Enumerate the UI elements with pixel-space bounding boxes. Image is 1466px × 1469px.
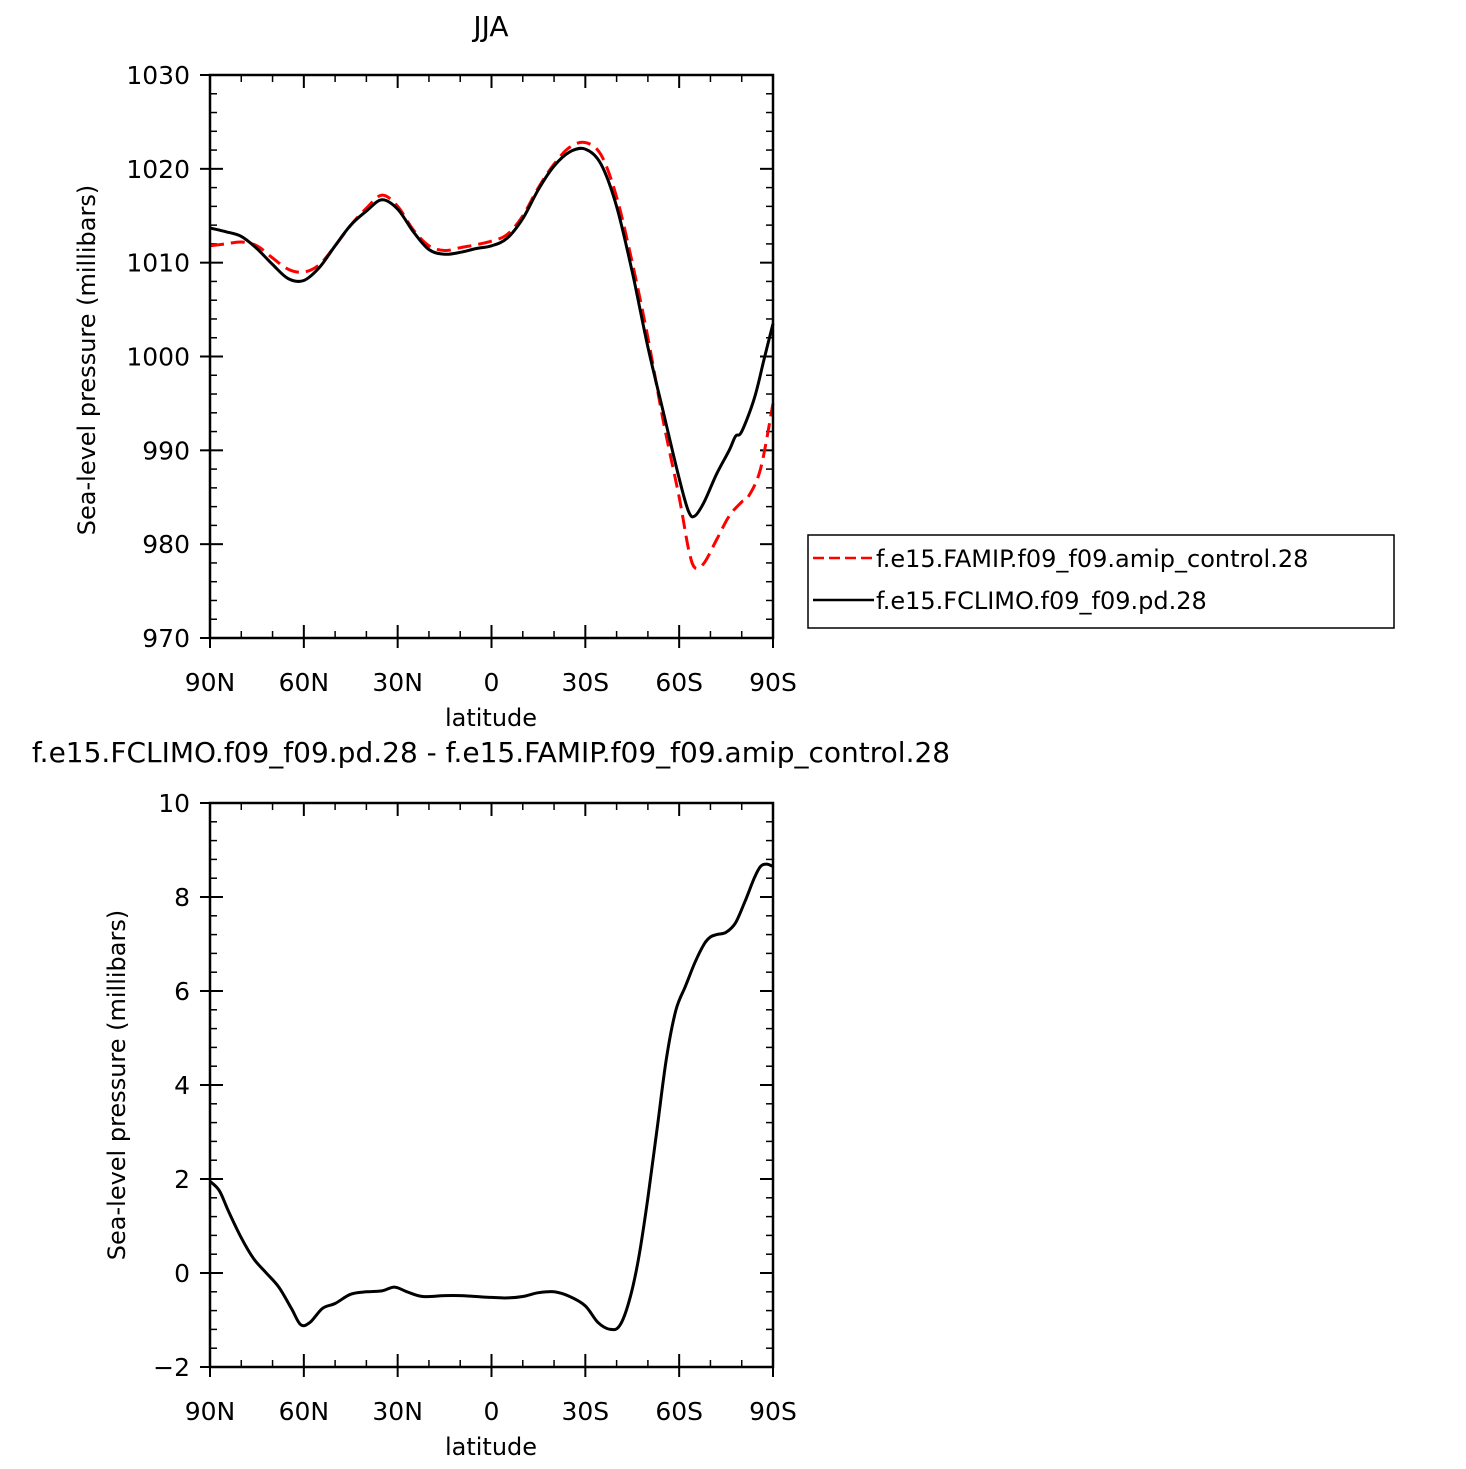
x-tick-label: 60S	[655, 668, 703, 697]
x-tick-label: 0	[484, 1397, 500, 1426]
series-line-e15	[209, 140, 775, 571]
y-tick-label: 990	[142, 436, 190, 465]
y-tick-label: 10	[158, 789, 190, 818]
y-tick-label: 970	[142, 624, 190, 653]
top-chart-title: JJA	[471, 10, 508, 43]
legend-label-famip: f.e15.FAMIP.f09_f09.amip_control.28	[876, 545, 1308, 573]
x-tick-label: 90N	[185, 668, 236, 697]
x-tick-label: 30S	[561, 1397, 609, 1426]
x-tick-label: 60S	[655, 1397, 703, 1426]
y-tick-label: 1000	[126, 343, 190, 372]
x-tick-label: 30S	[561, 668, 609, 697]
y-tick-label: 4	[174, 1071, 190, 1100]
bottom-chart: f.e15.FCLIMO.f09_f09.pd.28 - f.e15.FAMIP…	[32, 736, 950, 1461]
x-tick-label: 30N	[372, 1397, 423, 1426]
y-tick-label: 1020	[126, 155, 190, 184]
y-tick-label: 6	[174, 977, 190, 1006]
top-y-axis-title: Sea-level pressure (millibars)	[73, 185, 101, 535]
y-tick-label: 2	[174, 1165, 190, 1194]
legend: f.e15.FAMIP.f09_f09.amip_control.28 f.e1…	[807, 534, 1395, 629]
y-tick-label: 1010	[126, 249, 190, 278]
x-tick-label: 60N	[279, 1397, 330, 1426]
y-tick-label: 980	[142, 530, 190, 559]
top-x-axis-title: latitude	[445, 704, 537, 732]
top-plot-frame	[208, 73, 775, 640]
x-tick-label: 90S	[749, 668, 797, 697]
legend-box	[807, 534, 1395, 629]
x-tick-label: 90S	[749, 1397, 797, 1426]
x-tick-label: 30N	[372, 668, 423, 697]
series-line-e15	[209, 146, 775, 519]
x-tick-label: 90N	[185, 1397, 236, 1426]
y-tick-label: −2	[153, 1353, 190, 1382]
y-tick-label: 0	[174, 1259, 190, 1288]
series-line-difference	[208, 862, 774, 1332]
x-tick-label: 60N	[279, 668, 330, 697]
x-tick-label: 0	[484, 668, 500, 697]
bottom-x-axis-title: latitude	[445, 1433, 537, 1461]
bottom-y-axis-title: Sea-level pressure (millibars)	[103, 910, 131, 1260]
y-tick-label: 8	[174, 883, 190, 912]
bottom-chart-title: f.e15.FCLIMO.f09_f09.pd.28 - f.e15.FAMIP…	[32, 736, 950, 769]
y-tick-label: 1030	[126, 61, 190, 90]
top-chart: JJA 970 980 990 1000 1010 1020 1030 90N 60N 30N 0…	[73, 10, 797, 732]
bottom-plot-frame	[208, 801, 775, 1369]
legend-label-fclimo: f.e15.FCLIMO.f09_f09.pd.28	[876, 587, 1207, 615]
